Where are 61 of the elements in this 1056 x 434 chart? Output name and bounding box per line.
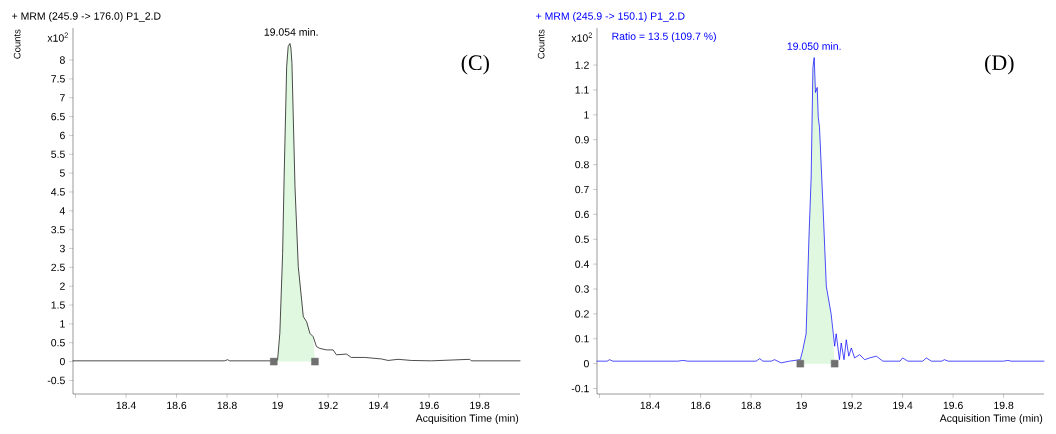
annotation: 19.050 min. bbox=[787, 42, 841, 50]
x-tick-label: 18.4 bbox=[640, 401, 660, 410]
y-tick-label: 0.5 bbox=[51, 339, 65, 347]
y-tick-label: 4.5 bbox=[51, 188, 65, 196]
y-tick-label: -0.1 bbox=[571, 384, 589, 393]
y-tick-label: 0.8 bbox=[575, 160, 589, 169]
y-tick-label: 0 bbox=[583, 359, 589, 368]
x-tick-label: 18.8 bbox=[741, 401, 761, 410]
x-tick-label: 19 bbox=[796, 401, 807, 410]
y-tick-label: 0.1 bbox=[575, 335, 589, 343]
y-tick-label: -0.5 bbox=[47, 376, 65, 385]
y-tick-label: 5 bbox=[59, 169, 65, 177]
y-tick-label: 0.4 bbox=[575, 260, 589, 268]
y-tick-label: 0.3 bbox=[575, 285, 589, 293]
y-tick-label: 3 bbox=[59, 244, 65, 253]
annotation: (C) bbox=[461, 54, 489, 75]
x-tick-label: 19.6 bbox=[419, 401, 439, 410]
x-tick-label: 18.6 bbox=[691, 401, 711, 410]
x-tick-label: 19.8 bbox=[470, 401, 490, 410]
x-tick-label: 18.4 bbox=[116, 401, 136, 410]
text: x10$^{2}$ bbox=[571, 32, 592, 42]
x-tick-label: 18.6 bbox=[167, 401, 187, 410]
y-tick-label: 0.9 bbox=[575, 136, 589, 144]
y-tick-label: 8 bbox=[59, 56, 65, 64]
x-tick-label: 19.4 bbox=[369, 401, 389, 410]
y-axis-title: Counts bbox=[537, 29, 545, 59]
y-tick-label: 7 bbox=[60, 94, 65, 102]
y-tick-label: 0.7 bbox=[575, 185, 589, 194]
y-tick-label: 1 bbox=[60, 320, 65, 328]
y-tick-label: 1.5 bbox=[51, 301, 65, 309]
y-tick-label: 7.5 bbox=[51, 75, 65, 83]
y-tick-label: 0.5 bbox=[575, 235, 589, 243]
x-tick-label: 19.2 bbox=[842, 401, 862, 410]
x-axis-title: Acquisition Time (min) bbox=[939, 414, 1043, 424]
y-tick-label: 2 bbox=[60, 282, 65, 290]
y-tick-label: 1.2 bbox=[575, 61, 589, 69]
annotation: (D) bbox=[985, 54, 1014, 75]
y-axis-title: Counts bbox=[13, 29, 21, 59]
y-tick-label: 6 bbox=[60, 131, 65, 140]
y-tick-label: 4 bbox=[59, 207, 65, 215]
text: x10$^{2}$ bbox=[47, 32, 68, 42]
chart-title: + MRM (245.9 -> 176.0) P1_2.D bbox=[12, 12, 161, 22]
y-tick-label: 3.5 bbox=[51, 225, 65, 234]
x-tick-label: 19.6 bbox=[943, 401, 963, 410]
x-tick-label: 19.4 bbox=[893, 401, 913, 410]
y-tick-label: 2.5 bbox=[51, 263, 65, 272]
y-tick-label: 0.2 bbox=[575, 310, 589, 318]
y-tick-label: 1 bbox=[584, 111, 589, 119]
y-tick-label: 5.5 bbox=[51, 150, 65, 158]
x-tick-label: 19.2 bbox=[318, 401, 338, 410]
x-axis-title: Acquisition Time (min) bbox=[415, 414, 519, 424]
y-tick-label: 0.6 bbox=[575, 210, 589, 219]
x-tick-label: 18.8 bbox=[217, 401, 237, 410]
x-tick-label: 19 bbox=[272, 401, 283, 410]
annotation: 19.054 min. bbox=[264, 28, 318, 36]
x-tick-label: 19.8 bbox=[994, 401, 1014, 410]
y-tick-label: 1.1 bbox=[575, 86, 589, 94]
y-tick-label: 0 bbox=[59, 357, 65, 366]
y-tick-label: 6.5 bbox=[51, 112, 65, 121]
annotation: Ratio = 13.5 (109.7 %) bbox=[612, 32, 716, 43]
chart-title: + MRM (245.9 -> 150.1) P1_2.D bbox=[536, 12, 685, 22]
